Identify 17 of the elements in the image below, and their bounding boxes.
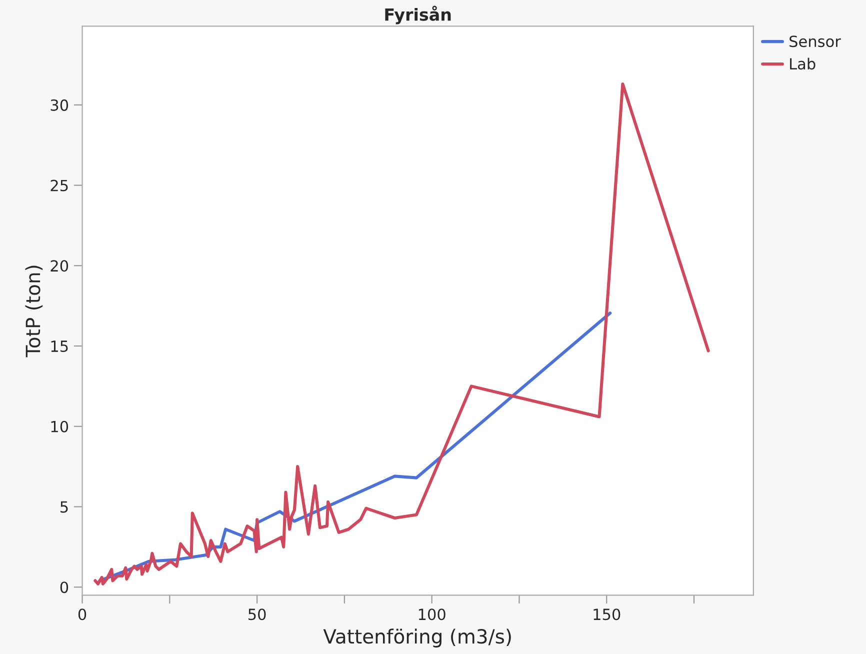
y-tick-label: 25 — [50, 180, 68, 192]
y-axis-title: TotP (ton) — [25, 266, 43, 358]
x-tick-label: 100 — [418, 608, 446, 620]
x-tick-label: 150 — [594, 608, 620, 620]
x-axis-title: Vattenföring (m3/s) — [323, 628, 511, 648]
y-tick-label: 0 — [60, 582, 68, 594]
y-tick-label: 20 — [50, 260, 68, 272]
legend-label: Lab — [790, 58, 816, 70]
y-tick-label: 15 — [51, 340, 68, 352]
line-series — [94, 82, 710, 586]
y-tick-label: 30 — [50, 99, 68, 111]
x-tick-label: 0 — [78, 608, 86, 620]
y-tick-label: 5 — [60, 501, 68, 513]
chart-title: Fyrisån — [385, 6, 451, 24]
legend-label: Sensor — [790, 36, 841, 48]
y-tick-label: 10 — [51, 420, 68, 432]
x-tick-label: 50 — [248, 608, 266, 620]
